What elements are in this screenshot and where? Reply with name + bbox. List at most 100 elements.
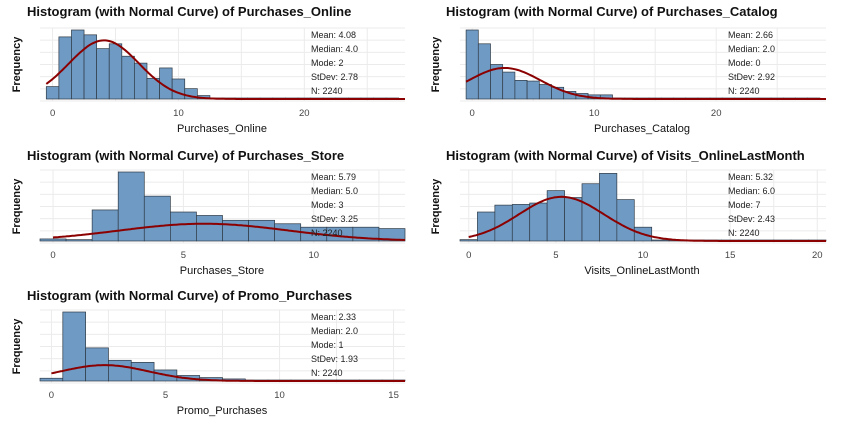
x-tick-label: 0: [50, 250, 55, 261]
histogram-bar: [502, 71, 516, 100]
summary-stat: Mean: 5.32: [728, 172, 773, 182]
x-tick-label: 10: [308, 250, 319, 261]
x-tick-label: 0: [470, 108, 475, 119]
x-axis-label: Promo_Purchases: [177, 405, 268, 417]
histogram-bar: [71, 29, 85, 100]
histogram-bar: [184, 88, 198, 100]
summary-stat: StDev: 2.78: [311, 72, 358, 82]
summary-stat: N: 2240: [728, 86, 760, 96]
histogram-panel: 0 10 20 Histogram (with Normal Curve) of Pu…: [430, 4, 826, 135]
panel-title: Histogram (with Normal Curve) of Promo_P…: [27, 288, 352, 303]
x-tick-label: 20: [711, 108, 722, 119]
histogram-bar: [108, 359, 132, 382]
summary-stat: StDev: 2.43: [728, 214, 775, 224]
histogram-bar: [581, 183, 600, 242]
histogram-panel: 0 10 20 Histogram (with Normal Curve) of Pu…: [11, 4, 405, 135]
histogram-bar: [651, 239, 670, 242]
summary-stat: Mode: 3: [311, 200, 344, 210]
histogram-bar: [538, 84, 552, 100]
summary-stat: N: 2240: [311, 228, 343, 238]
y-axis-label: Frequency: [430, 36, 442, 93]
summary-stat: Median: 5.0: [311, 186, 358, 196]
histogram-bar: [143, 195, 171, 242]
x-tick-label: 0: [466, 250, 471, 261]
histogram-bar: [529, 202, 548, 242]
summary-stat: StDev: 2.92: [728, 72, 775, 82]
histogram-panel: 0 5 10 15 Histogram (with Normal Curve) of P…: [11, 288, 406, 417]
x-axis-label: Purchases_Store: [180, 265, 264, 277]
histogram-bar: [378, 228, 406, 242]
normal-curve: [45, 39, 405, 100]
y-axis-label: Frequency: [11, 178, 23, 235]
x-axis-label: Purchases_Catalog: [594, 123, 690, 135]
x-tick-label: 0: [50, 108, 55, 119]
x-tick-label: 10: [638, 250, 649, 261]
y-axis-label: Frequency: [11, 36, 23, 93]
histogram-bar: [477, 211, 496, 242]
histogram-bar: [91, 209, 119, 242]
normal-curve: [465, 67, 826, 100]
x-tick-label: 15: [388, 390, 399, 401]
histogram-bar: [196, 215, 223, 242]
panel-title: Histogram (with Normal Curve) of Visits_…: [446, 148, 805, 163]
histogram-bar: [170, 211, 197, 242]
histogram-bar: [65, 239, 93, 242]
histogram-panel: 0 5 10 Histogram (with Normal Curve) of Pur…: [11, 148, 406, 277]
summary-stat: Median: 4.0: [311, 44, 358, 54]
x-axis-label: Visits_OnlineLastMonth: [584, 265, 699, 277]
summary-stat: Mode: 2: [311, 58, 344, 68]
x-tick-label: 15: [725, 250, 736, 261]
summary-stat: Mean: 5.79: [311, 172, 356, 182]
x-tick-label: 5: [163, 390, 168, 401]
summary-stat: N: 2240: [311, 368, 343, 378]
histogram-bar: [39, 238, 67, 242]
histogram-bar: [121, 55, 135, 100]
panel-title: Histogram (with Normal Curve) of Purchas…: [27, 148, 344, 163]
x-tick-label: 20: [299, 108, 310, 119]
panel-title: Histogram (with Normal Curve) of Purchas…: [27, 4, 351, 19]
histogram-bar: [459, 239, 478, 242]
y-axis-label: Frequency: [11, 318, 23, 375]
histogram-bar: [248, 219, 275, 242]
normal-curve: [52, 222, 406, 241]
summary-stat: N: 2240: [311, 86, 343, 96]
histogram-bar: [514, 80, 528, 100]
summary-stat: Mean: 2.66: [728, 30, 773, 40]
summary-stat: Mode: 1: [311, 340, 344, 350]
summary-stat: Mean: 4.08: [311, 30, 356, 40]
histogram-bar: [616, 199, 635, 242]
summary-stat: StDev: 1.93: [311, 354, 358, 364]
summary-stat: Median: 6.0: [728, 186, 775, 196]
histogram-bar: [564, 197, 583, 242]
panel-title: Histogram (with Normal Curve) of Purchas…: [446, 4, 778, 19]
summary-stat: N: 2240: [728, 228, 760, 238]
x-tick-label: 10: [589, 108, 600, 119]
normal-curve: [51, 364, 405, 382]
x-tick-label: 10: [274, 390, 285, 401]
x-axis-label: Purchases_Online: [177, 123, 267, 135]
summary-stat: Mode: 0: [728, 58, 761, 68]
normal-curve: [468, 195, 826, 242]
x-tick-label: 20: [812, 250, 823, 261]
histogram-bar: [45, 86, 60, 100]
histogram-bar: [39, 377, 64, 382]
histogram-bar: [62, 311, 86, 382]
x-tick-label: 0: [49, 390, 54, 401]
histogram-bar: [526, 80, 540, 100]
x-tick-label: 10: [173, 108, 184, 119]
x-tick-label: 5: [553, 250, 558, 261]
histogram-bar: [465, 29, 479, 100]
summary-stat: StDev: 3.25: [311, 214, 358, 224]
summary-stat: Median: 2.0: [728, 44, 775, 54]
histogram-bar: [171, 78, 186, 100]
histogram-panel: 0 5 10 15 20 Histogram (with Normal Curve) of…: [430, 148, 827, 277]
x-tick-label: 5: [181, 250, 186, 261]
histogram-bar: [108, 43, 123, 100]
summary-stat: Mode: 7: [728, 200, 761, 210]
summary-stat: Median: 2.0: [311, 326, 358, 336]
histogram-bar: [599, 173, 618, 242]
histogram-bar: [96, 48, 110, 100]
y-axis-label: Frequency: [430, 178, 442, 235]
summary-stat: Mean: 2.33: [311, 312, 356, 322]
